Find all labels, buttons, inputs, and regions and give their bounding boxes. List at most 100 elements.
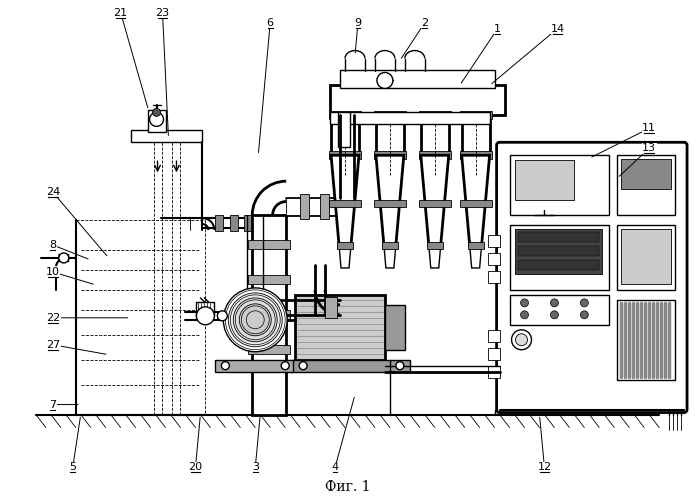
Circle shape (233, 298, 277, 342)
Text: 1: 1 (494, 24, 501, 34)
Text: 7: 7 (49, 400, 56, 409)
Text: 21: 21 (114, 8, 128, 18)
Bar (329, 112, 361, 120)
Bar (460, 112, 491, 120)
Bar (419, 152, 451, 160)
Bar (468, 242, 484, 249)
Polygon shape (470, 245, 482, 268)
Bar (330, 86, 505, 116)
Circle shape (512, 330, 532, 349)
Polygon shape (429, 245, 441, 268)
Circle shape (581, 299, 588, 307)
Bar (488, 348, 500, 360)
Text: 9: 9 (354, 18, 362, 28)
Circle shape (551, 299, 558, 307)
Circle shape (197, 307, 215, 325)
Text: 6: 6 (267, 18, 274, 28)
Bar (374, 112, 406, 120)
Bar (621, 160, 671, 189)
Bar (421, 116, 449, 156)
Bar (510, 225, 609, 290)
Text: 8: 8 (49, 240, 56, 250)
Bar (230, 215, 238, 231)
Circle shape (581, 311, 588, 319)
Text: 3: 3 (252, 462, 259, 472)
Bar (295, 295, 385, 360)
Bar (248, 310, 290, 319)
Polygon shape (339, 245, 351, 268)
Bar (461, 116, 489, 156)
Bar (300, 194, 309, 219)
Circle shape (59, 253, 69, 263)
Bar (331, 116, 359, 156)
Bar (488, 271, 500, 283)
Bar (337, 242, 353, 249)
Text: Фиг. 1: Фиг. 1 (325, 480, 371, 494)
Bar (338, 112, 350, 148)
Circle shape (396, 362, 404, 370)
Bar (618, 225, 675, 290)
Bar (325, 297, 337, 318)
Bar (618, 156, 675, 215)
Text: 22: 22 (46, 313, 60, 323)
Text: 27: 27 (46, 340, 60, 349)
Bar (330, 112, 489, 124)
Circle shape (521, 299, 528, 307)
Polygon shape (217, 312, 227, 320)
Bar (248, 344, 290, 354)
Circle shape (222, 362, 229, 370)
Bar (215, 215, 223, 231)
Circle shape (521, 311, 528, 319)
Circle shape (223, 288, 287, 352)
FancyBboxPatch shape (496, 142, 687, 412)
Polygon shape (461, 156, 489, 245)
Bar (286, 198, 340, 215)
Text: 5: 5 (69, 462, 76, 472)
Bar (419, 200, 451, 207)
Bar (215, 360, 293, 372)
Bar (329, 152, 361, 160)
Circle shape (281, 362, 289, 370)
Bar (329, 200, 361, 207)
Bar (514, 160, 574, 200)
Bar (374, 152, 406, 160)
Bar (518, 260, 599, 270)
Circle shape (153, 108, 160, 116)
Bar (488, 366, 500, 378)
Bar (374, 200, 406, 207)
Polygon shape (59, 254, 69, 262)
Bar (488, 235, 500, 247)
Circle shape (229, 293, 282, 346)
Text: 24: 24 (46, 187, 60, 197)
Circle shape (516, 334, 528, 345)
Polygon shape (331, 156, 359, 245)
Bar (248, 240, 290, 249)
Bar (460, 200, 491, 207)
Text: 23: 23 (155, 8, 169, 18)
Bar (320, 194, 329, 219)
Polygon shape (376, 156, 404, 245)
Polygon shape (421, 156, 449, 245)
Bar (130, 130, 202, 142)
Bar (460, 152, 491, 160)
Bar (618, 300, 675, 380)
Text: 4: 4 (332, 462, 339, 472)
Text: 20: 20 (188, 462, 203, 472)
Circle shape (551, 311, 558, 319)
Bar (518, 232, 599, 242)
Circle shape (239, 304, 271, 336)
Circle shape (217, 311, 227, 321)
Bar (427, 242, 443, 249)
Bar (518, 246, 599, 256)
Text: 2: 2 (421, 18, 429, 28)
Text: 13: 13 (642, 144, 656, 154)
Bar (376, 116, 404, 156)
Bar (148, 110, 165, 132)
Bar (488, 330, 500, 342)
Bar (621, 229, 671, 284)
Circle shape (377, 72, 393, 88)
Bar (514, 229, 602, 274)
Text: 14: 14 (551, 24, 565, 34)
Bar (248, 275, 290, 284)
Bar (419, 112, 451, 120)
